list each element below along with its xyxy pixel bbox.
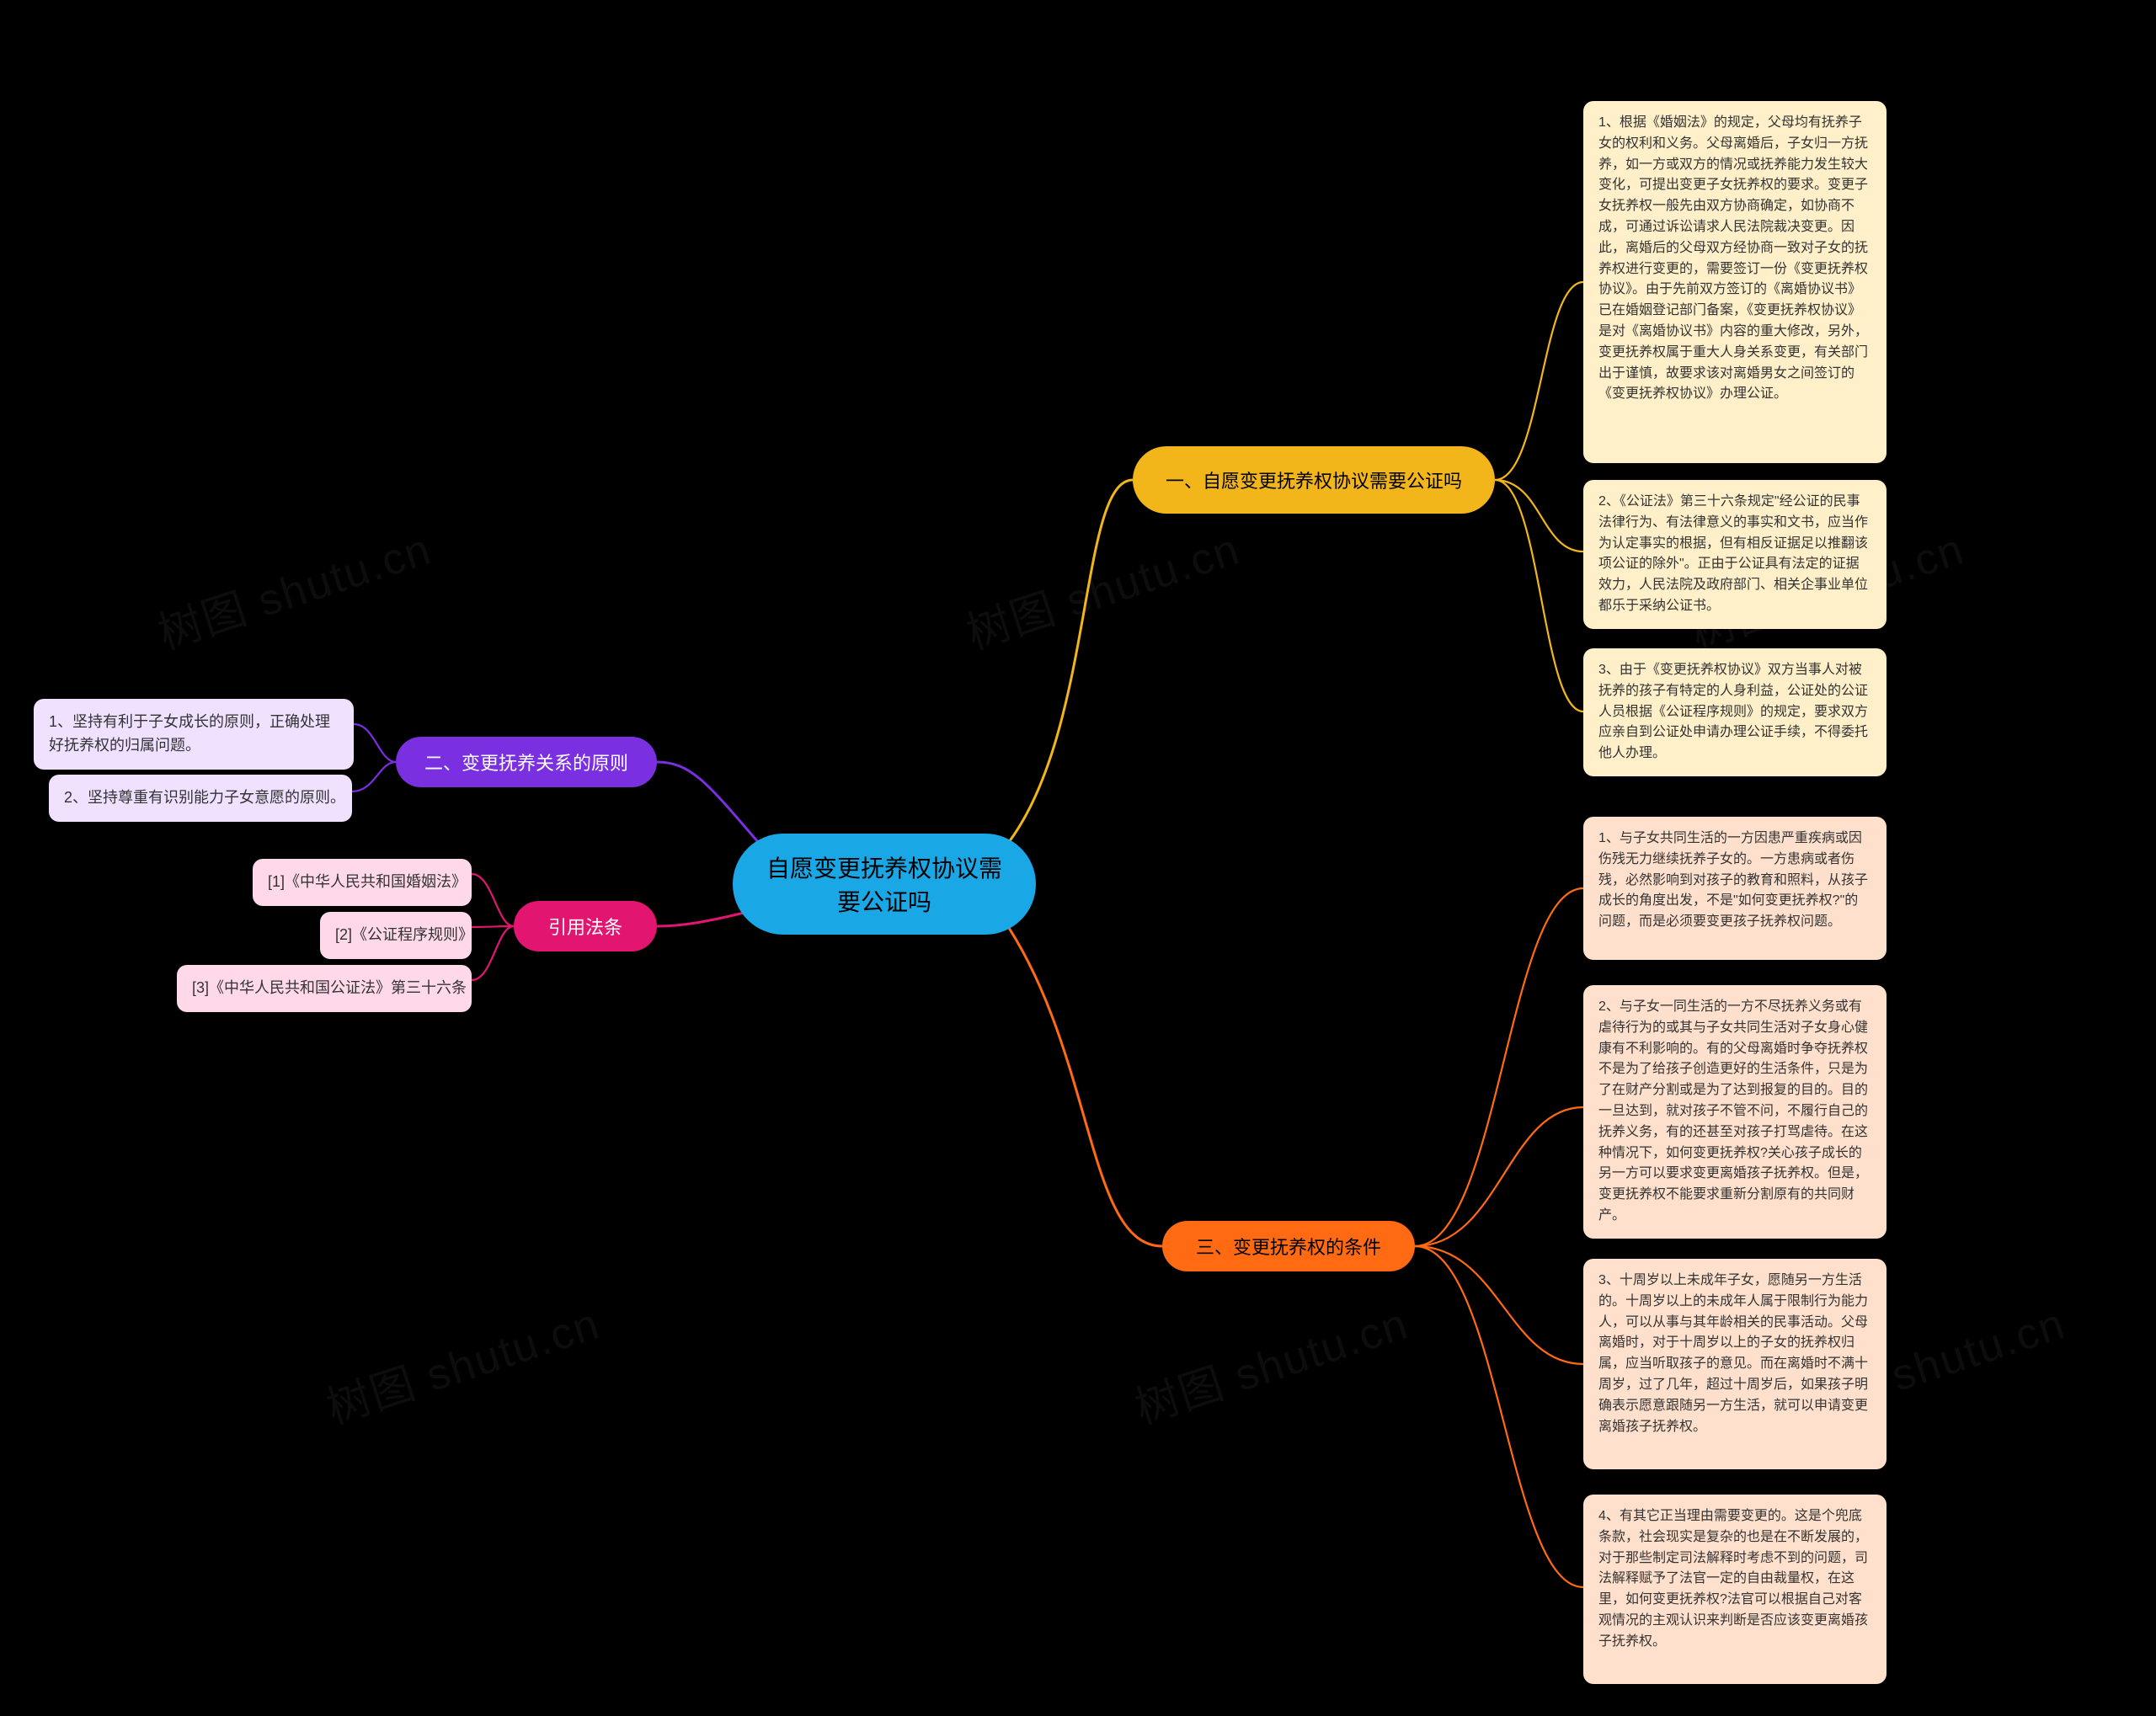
edge-center-to-b4 — [1002, 918, 1162, 1246]
b1-leaf-1[interactable]: 1、根据《婚姻法》的规定，父母均有抚养子女的权利和义务。父母离婚后，子女归一方抚… — [1583, 101, 1886, 463]
watermark: 树图 shutu.cn — [318, 1288, 607, 1436]
b3-leaf-3[interactable]: [3]《中华人民共和国公证法》第三十六条 — [177, 965, 472, 1012]
b4-leaf-2[interactable]: 2、与子女一同生活的一方不尽抚养义务或有虐待行为的或其与子女共同生活对子女身心健… — [1583, 985, 1886, 1239]
edge-b3-leaf1 — [472, 874, 514, 926]
edge-b2-leaf2 — [352, 762, 396, 791]
watermark: 树图 shutu.cn — [149, 514, 439, 661]
b3-leaf-1[interactable]: [1]《中华人民共和国婚姻法》 — [253, 859, 472, 906]
leaf-text: 3、由于《变更抚养权协议》双方当事人对被抚养的孩子有特定的人身利益，公证处的公证… — [1598, 663, 1868, 760]
edge-b3-leaf3 — [472, 926, 514, 980]
edge-b4-leaf1 — [1415, 888, 1583, 1246]
edge-b1-leaf3 — [1495, 480, 1583, 711]
b2-leaf-2[interactable]: 2、坚持尊重有识别能力子女意愿的原则。 — [49, 775, 352, 822]
leaf-text: 1、与子女共同生活的一方因患严重疾病或因伤残无力继续抚养子女的。一方患病或者伤残… — [1598, 831, 1868, 929]
branch-4-node[interactable]: 三、变更抚养权的条件 — [1162, 1221, 1415, 1271]
edge-b4-leaf4 — [1415, 1246, 1583, 1587]
leaf-text: 2、《公证法》第三十六条规定"经公证的民事法律行为、有法律意义的事实和文书，应当… — [1598, 494, 1868, 613]
edge-b3-leaf2 — [472, 926, 514, 927]
b4-leaf-3[interactable]: 3、十周岁以上未成年子女，愿随另一方生活的。十周岁以上的未成年人属于限制行为能力… — [1583, 1259, 1886, 1469]
leaf-text: 2、坚持尊重有识别能力子女意愿的原则。 — [64, 789, 345, 806]
leaf-text: 1、根据《婚姻法》的规定，父母均有抚养子女的权利和义务。父母离婚后，子女归一方抚… — [1598, 115, 1868, 401]
leaf-text: [1]《中华人民共和国婚姻法》 — [268, 873, 467, 890]
leaf-text: 3、十周岁以上未成年子女，愿随另一方生活的。十周岁以上的未成年人属于限制行为能力… — [1598, 1273, 1868, 1434]
edge-center-to-b2 — [657, 762, 758, 842]
branch-2-label: 二、变更抚养关系的原则 — [424, 749, 628, 775]
edge-b4-leaf3 — [1415, 1246, 1583, 1364]
branch-3-label: 引用法条 — [548, 913, 622, 940]
b2-leaf-1[interactable]: 1、坚持有利于子女成长的原则，正确处理好抚养权的归属问题。 — [34, 699, 354, 770]
b4-leaf-4[interactable]: 4、有其它正当理由需要变更的。这是个兜底条款，社会现实是复杂的也是在不断发展的，… — [1583, 1495, 1886, 1684]
leaf-text: 4、有其它正当理由需要变更的。这是个兜底条款，社会现实是复杂的也是在不断发展的，… — [1598, 1509, 1868, 1649]
center-node[interactable]: 自愿变更抚养权协议需要公证吗 — [733, 834, 1036, 935]
leaf-text: [3]《中华人民共和国公证法》第三十六条 — [192, 979, 467, 996]
b3-leaf-2[interactable]: [2]《公证程序规则》 — [320, 912, 472, 959]
edge-b4-leaf2 — [1415, 1107, 1583, 1246]
edge-b1-leaf2 — [1495, 480, 1583, 552]
edge-b2-leaf1 — [354, 724, 396, 762]
edge-b1-leaf1 — [1495, 282, 1583, 480]
leaf-text: [2]《公证程序规则》 — [335, 926, 473, 943]
center-label: 自愿变更抚养权协议需要公证吗 — [758, 850, 1011, 918]
leaf-text: 1、坚持有利于子女成长的原则，正确处理好抚养权的归属问题。 — [49, 713, 330, 754]
watermark: 树图 shutu.cn — [958, 514, 1247, 661]
leaf-text: 2、与子女一同生活的一方不尽抚养义务或有虐待行为的或其与子女共同生活对子女身心健… — [1598, 999, 1868, 1223]
edge-center-to-b1 — [1002, 480, 1133, 850]
branch-2-node[interactable]: 二、变更抚养关系的原则 — [396, 737, 657, 787]
b1-leaf-3[interactable]: 3、由于《变更抚养权协议》双方当事人对被抚养的孩子有特定的人身利益，公证处的公证… — [1583, 648, 1886, 776]
b1-leaf-2[interactable]: 2、《公证法》第三十六条规定"经公证的民事法律行为、有法律意义的事实和文书，应当… — [1583, 480, 1886, 629]
branch-3-node[interactable]: 引用法条 — [514, 901, 657, 951]
branch-4-label: 三、变更抚养权的条件 — [1196, 1233, 1381, 1260]
branch-1-node[interactable]: 一、自愿变更抚养权协议需要公证吗 — [1133, 446, 1495, 514]
b4-leaf-1[interactable]: 1、与子女共同生活的一方因患严重疾病或因伤残无力继续抚养子女的。一方患病或者伤残… — [1583, 817, 1886, 960]
watermark: 树图 shutu.cn — [1126, 1288, 1416, 1436]
branch-1-label: 一、自愿变更抚养权协议需要公证吗 — [1166, 466, 1462, 493]
